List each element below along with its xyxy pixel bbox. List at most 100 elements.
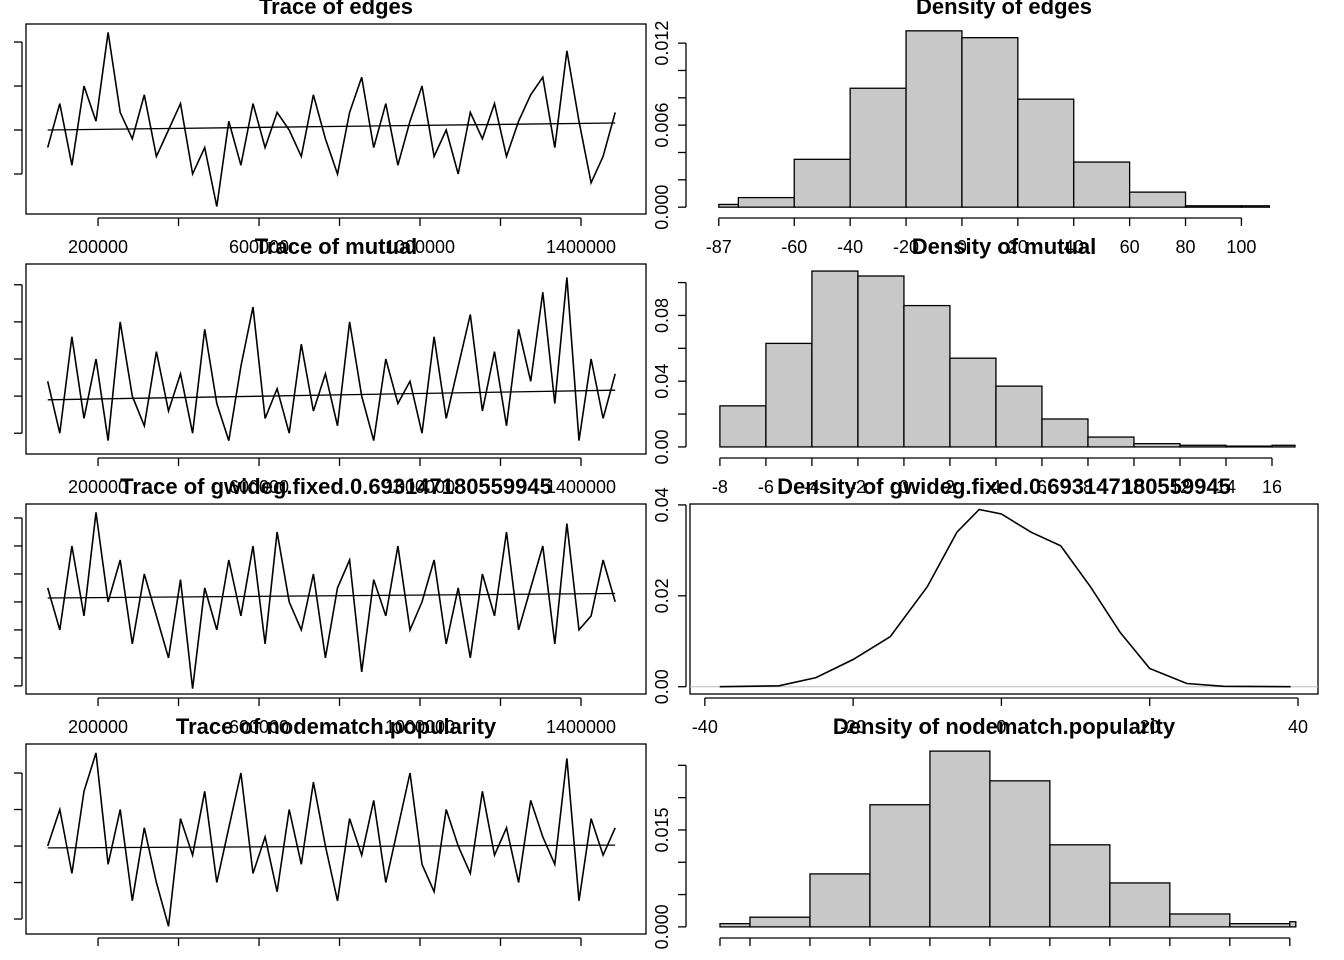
trace-line xyxy=(46,277,616,441)
bar xyxy=(1128,191,1187,208)
trace-line xyxy=(46,512,616,689)
x-tick-label: -4 xyxy=(804,477,820,497)
x-tick-label: 1400000 xyxy=(546,237,616,257)
trace-line xyxy=(46,32,616,207)
bar xyxy=(793,158,851,208)
x-tick-label: 1000000 xyxy=(385,717,455,737)
panel-title: Trace of edges xyxy=(259,0,413,19)
x-tick-label: -8 xyxy=(712,477,728,497)
x-tick-label: 600000 xyxy=(229,717,289,737)
y-tick-label: 0.006 xyxy=(652,103,672,148)
bar xyxy=(737,196,795,208)
panel-title: Density of nodematch.popularity xyxy=(833,714,1176,739)
bar xyxy=(718,203,740,208)
x-tick-label: 2 xyxy=(945,477,955,497)
x-tick-label: -6 xyxy=(758,477,774,497)
panel-title: Trace of mutual xyxy=(255,234,418,259)
y-tick-label: 0.000 xyxy=(652,904,672,949)
bar xyxy=(1184,205,1243,208)
bar xyxy=(989,780,1051,928)
plot-box xyxy=(25,503,647,695)
x-tick-label: 40 xyxy=(1064,237,1084,257)
bar xyxy=(1179,444,1227,448)
bar xyxy=(1133,442,1181,448)
x-tick-label: -20 xyxy=(840,717,866,737)
bar xyxy=(1109,882,1171,928)
bar xyxy=(903,304,951,448)
x-tick-label: -87 xyxy=(706,237,732,257)
bar xyxy=(765,342,813,448)
y-tick-label: 0.00 xyxy=(652,429,672,464)
panel-title: Trace of nodematch.popularity xyxy=(176,714,497,739)
y-tick-label: 0.012 xyxy=(652,21,672,66)
y-tick-label: 0.04 xyxy=(652,364,672,399)
panel-title: Density of gwideg.fixed.0.69314718055994… xyxy=(777,474,1231,499)
bar xyxy=(1049,844,1111,928)
x-tick-label: 0 xyxy=(957,237,967,257)
x-tick-label: 0 xyxy=(899,477,909,497)
x-tick-label: -40 xyxy=(692,717,718,737)
y-tick-label: 0.00 xyxy=(652,669,672,704)
plot-box xyxy=(689,503,1319,695)
panel-title: Density of edges xyxy=(916,0,1092,19)
x-tick-label: 600000 xyxy=(229,477,289,497)
y-tick-label: 0.08 xyxy=(652,298,672,333)
x-tick-label: -2 xyxy=(850,477,866,497)
x-tick-label: 20 xyxy=(1008,237,1028,257)
bar xyxy=(811,270,859,448)
bar xyxy=(749,916,811,928)
plot-box xyxy=(25,743,647,935)
x-tick-label: 4 xyxy=(991,477,1001,497)
x-tick-label: 40 xyxy=(1288,717,1308,737)
bar xyxy=(809,873,871,928)
x-tick-label: 1000000 xyxy=(385,477,455,497)
bar xyxy=(1017,98,1075,208)
bar xyxy=(1073,161,1131,208)
smooth-line xyxy=(47,389,616,401)
x-tick-label: 100 xyxy=(1226,237,1256,257)
bar xyxy=(995,385,1043,448)
y-tick-label: 0.015 xyxy=(652,807,672,852)
smooth-line xyxy=(47,122,616,131)
density-line xyxy=(719,508,1291,688)
x-tick-label: 14 xyxy=(1216,477,1236,497)
x-tick-label: 20 xyxy=(1140,717,1160,737)
bar xyxy=(1289,921,1297,928)
x-tick-label: 60 xyxy=(1120,237,1140,257)
smooth-line xyxy=(47,844,616,849)
bar xyxy=(1271,444,1296,448)
bar xyxy=(949,357,997,448)
bar xyxy=(857,275,905,448)
y-tick-label: 0.000 xyxy=(652,185,672,230)
plot-box xyxy=(25,263,647,455)
bar xyxy=(1240,205,1271,208)
bar xyxy=(849,87,907,208)
bar xyxy=(869,804,931,928)
panel-title: Density of mutual xyxy=(912,234,1097,259)
bar xyxy=(719,405,767,448)
x-tick-label: 10 xyxy=(1124,477,1144,497)
x-tick-label: 200000 xyxy=(68,717,128,737)
y-tick-label: 0.04 xyxy=(652,487,672,522)
x-tick-label: 600000 xyxy=(229,237,289,257)
x-tick-label: 16 xyxy=(1262,477,1282,497)
x-tick-label: 6 xyxy=(1037,477,1047,497)
bar xyxy=(905,30,963,208)
bar xyxy=(1169,913,1231,928)
trace-line xyxy=(46,752,616,927)
bar xyxy=(1225,445,1273,448)
bar xyxy=(1087,436,1135,448)
plot-box xyxy=(25,23,647,215)
y-tick-label: 0.02 xyxy=(652,578,672,613)
x-tick-label: 12 xyxy=(1170,477,1190,497)
bar xyxy=(719,923,751,928)
x-tick-label: 1400000 xyxy=(546,717,616,737)
x-tick-label: -20 xyxy=(893,237,919,257)
bar xyxy=(929,750,991,928)
bar xyxy=(1229,923,1291,928)
bar xyxy=(961,37,1019,208)
x-tick-label: 80 xyxy=(1176,237,1196,257)
x-tick-label: 200000 xyxy=(68,237,128,257)
